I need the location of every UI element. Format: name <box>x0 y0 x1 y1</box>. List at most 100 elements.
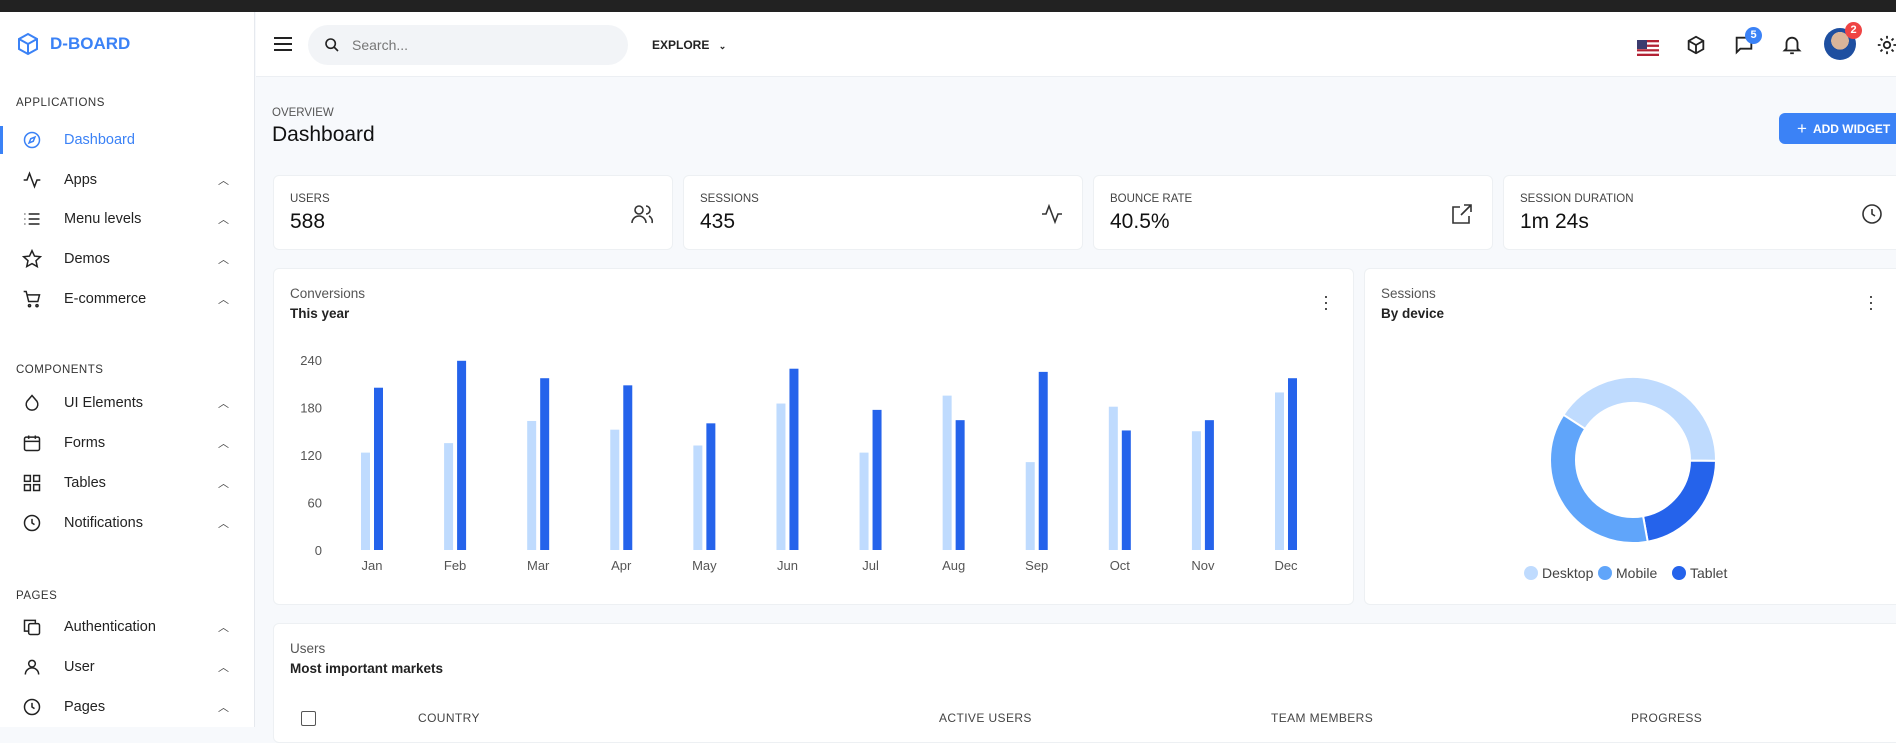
sidebar-item-label: Apps <box>64 172 98 188</box>
chevron-up-icon: ︿ <box>218 702 229 714</box>
donut-slice-tablet[interactable] <box>1641 459 1718 543</box>
column-header-active-users[interactable]: ACTIVE USERS <box>939 711 1032 725</box>
bar-mar-series-1[interactable] <box>527 420 537 550</box>
hamburger-menu-icon[interactable] <box>274 36 292 52</box>
bar-jun-series-2[interactable] <box>789 368 799 550</box>
x-tick-label: Feb <box>444 558 466 573</box>
external-link-icon <box>1452 204 1472 224</box>
conversions-bar-chart: 0 60 120 180 240 Jan Feb Mar Apr May Jun Jul Aug Sep O… <box>300 353 1298 573</box>
bar-dec-series-2[interactable] <box>1288 378 1297 550</box>
sidebar-item-label: Demos <box>64 251 110 267</box>
stat-label: USERS <box>290 193 330 205</box>
add-widget-button[interactable]: + ADD WIDGET <box>1779 113 1896 144</box>
sidebar-item-label: Authentication <box>64 619 156 635</box>
stat-value: 1m 24s <box>1520 210 1589 233</box>
bar-jan-series-1[interactable] <box>361 452 370 550</box>
activity-icon <box>23 171 41 189</box>
sidebar-item-e-commerce[interactable]: E-commerce ︿ <box>0 281 255 317</box>
y-tick-label: 120 <box>300 448 322 463</box>
sidebar-item-label: Pages <box>64 699 106 715</box>
card-subtitle: By device <box>1381 306 1445 321</box>
bar-aug-series-2[interactable] <box>955 420 965 550</box>
chevron-up-icon: ︿ <box>218 518 229 530</box>
y-tick-label: 180 <box>300 401 322 416</box>
x-tick-label: Mar <box>527 558 550 573</box>
explore-dropdown[interactable]: EXPLORE ⌄ <box>652 38 726 52</box>
column-header-country[interactable]: COUNTRY <box>418 711 480 725</box>
droplet-icon <box>25 394 39 411</box>
bar-oct-series-2[interactable] <box>1121 430 1131 550</box>
bar-jun-series-1[interactable] <box>776 403 786 550</box>
bar-oct-series-1[interactable] <box>1108 406 1118 550</box>
bar-dec-series-1[interactable] <box>1275 392 1284 550</box>
legend-label-desktop[interactable]: Desktop <box>1542 565 1594 581</box>
messages-badge: 5 <box>1745 27 1762 44</box>
bar-apr-series-2[interactable] <box>623 385 633 550</box>
card-subtitle: Most important markets <box>290 661 444 676</box>
brand-name: D-BOARD <box>50 34 131 53</box>
select-all-checkbox[interactable] <box>301 711 316 726</box>
sidebar-item-dashboard[interactable]: Dashboard <box>0 122 255 158</box>
add-widget-label: ADD WIDGET <box>1812 121 1891 136</box>
bar-apr-series-1[interactable] <box>610 429 620 550</box>
list-icon <box>24 213 40 225</box>
clock-icon <box>1862 204 1882 224</box>
sidebar-item-forms[interactable]: Forms ︿ <box>0 425 255 461</box>
sidebar-item-label: E-commerce <box>64 291 147 307</box>
bar-sep-series-1[interactable] <box>1025 462 1035 550</box>
bar-nov-series-2[interactable] <box>1204 420 1214 550</box>
bar-may-series-1[interactable] <box>693 445 703 551</box>
x-tick-label: May <box>692 558 717 573</box>
bar-aug-series-1[interactable] <box>942 395 952 550</box>
bar-jan-series-2[interactable] <box>374 387 383 550</box>
legend-label-mobile[interactable]: Mobile <box>1616 565 1657 581</box>
x-tick-label: Jul <box>862 558 879 573</box>
us-flag-icon[interactable] <box>1637 37 1659 59</box>
y-tick-label: 240 <box>300 353 322 368</box>
more-options-icon[interactable]: · · · <box>1323 286 1329 318</box>
sidebar-item-notifications[interactable]: Notifications ︿ <box>0 505 255 541</box>
column-header-team-members[interactable]: TEAM MEMBERS <box>1271 711 1374 725</box>
donut-slice-mobile[interactable] <box>1549 413 1649 544</box>
section-applications: APPLICATIONS <box>16 97 105 109</box>
clock-icon <box>23 514 41 532</box>
chevron-down-icon: ⌄ <box>718 41 727 51</box>
sidebar-item-label: Menu levels <box>64 211 142 227</box>
sidebar-item-ui-elements[interactable]: UI Elements ︿ <box>0 385 255 421</box>
bell-icon[interactable] <box>1781 34 1803 56</box>
bar-may-series-2[interactable] <box>706 423 716 550</box>
chevron-up-icon: ︿ <box>218 294 229 306</box>
more-options-icon[interactable]: · · · <box>1868 286 1874 318</box>
bar-jul-series-2[interactable] <box>872 409 882 550</box>
sidebar-item-user[interactable]: User ︿ <box>0 649 255 685</box>
bar-nov-series-1[interactable] <box>1191 431 1201 550</box>
bar-mar-series-2[interactable] <box>540 378 550 550</box>
cube-icon[interactable] <box>1685 34 1707 56</box>
legend-label-tablet[interactable]: Tablet <box>1690 565 1727 581</box>
bar-feb-series-2[interactable] <box>457 360 467 550</box>
sidebar-item-authentication[interactable]: Authentication ︿ <box>0 609 255 645</box>
card-title: Users <box>290 641 326 656</box>
search-placeholder: Search... <box>352 37 409 53</box>
section-pages: PAGES <box>16 590 58 602</box>
donut-slice-desktop[interactable] <box>1562 376 1717 462</box>
bar-jul-series-1[interactable] <box>859 452 869 550</box>
sidebar-item-pages[interactable]: Pages ︿ <box>0 689 255 725</box>
sidebar-item-tables[interactable]: Tables ︿ <box>0 465 255 501</box>
sidebar-item-label: Notifications <box>64 515 143 531</box>
sidebar-item-menu-levels[interactable]: Menu levels ︿ <box>0 201 255 237</box>
brand-logo[interactable]: D-BOARD <box>16 32 130 56</box>
sidebar-item-apps[interactable]: Apps ︿ <box>0 162 255 198</box>
bar-feb-series-1[interactable] <box>444 443 454 550</box>
search-input[interactable]: Search... <box>308 25 628 65</box>
card-subtitle: This year <box>290 306 350 321</box>
stat-value: 435 <box>700 210 736 233</box>
bar-sep-series-2[interactable] <box>1038 371 1048 550</box>
sidebar-item-demos[interactable]: Demos ︿ <box>0 241 255 277</box>
stat-value: 40.5% <box>1110 210 1170 233</box>
overline: OVERVIEW <box>272 107 334 119</box>
gear-icon[interactable] <box>1876 34 1896 56</box>
stat-label: BOUNCE RATE <box>1110 193 1193 205</box>
column-header-progress[interactable]: PROGRESS <box>1631 711 1703 725</box>
y-tick-label: 0 <box>315 543 322 558</box>
